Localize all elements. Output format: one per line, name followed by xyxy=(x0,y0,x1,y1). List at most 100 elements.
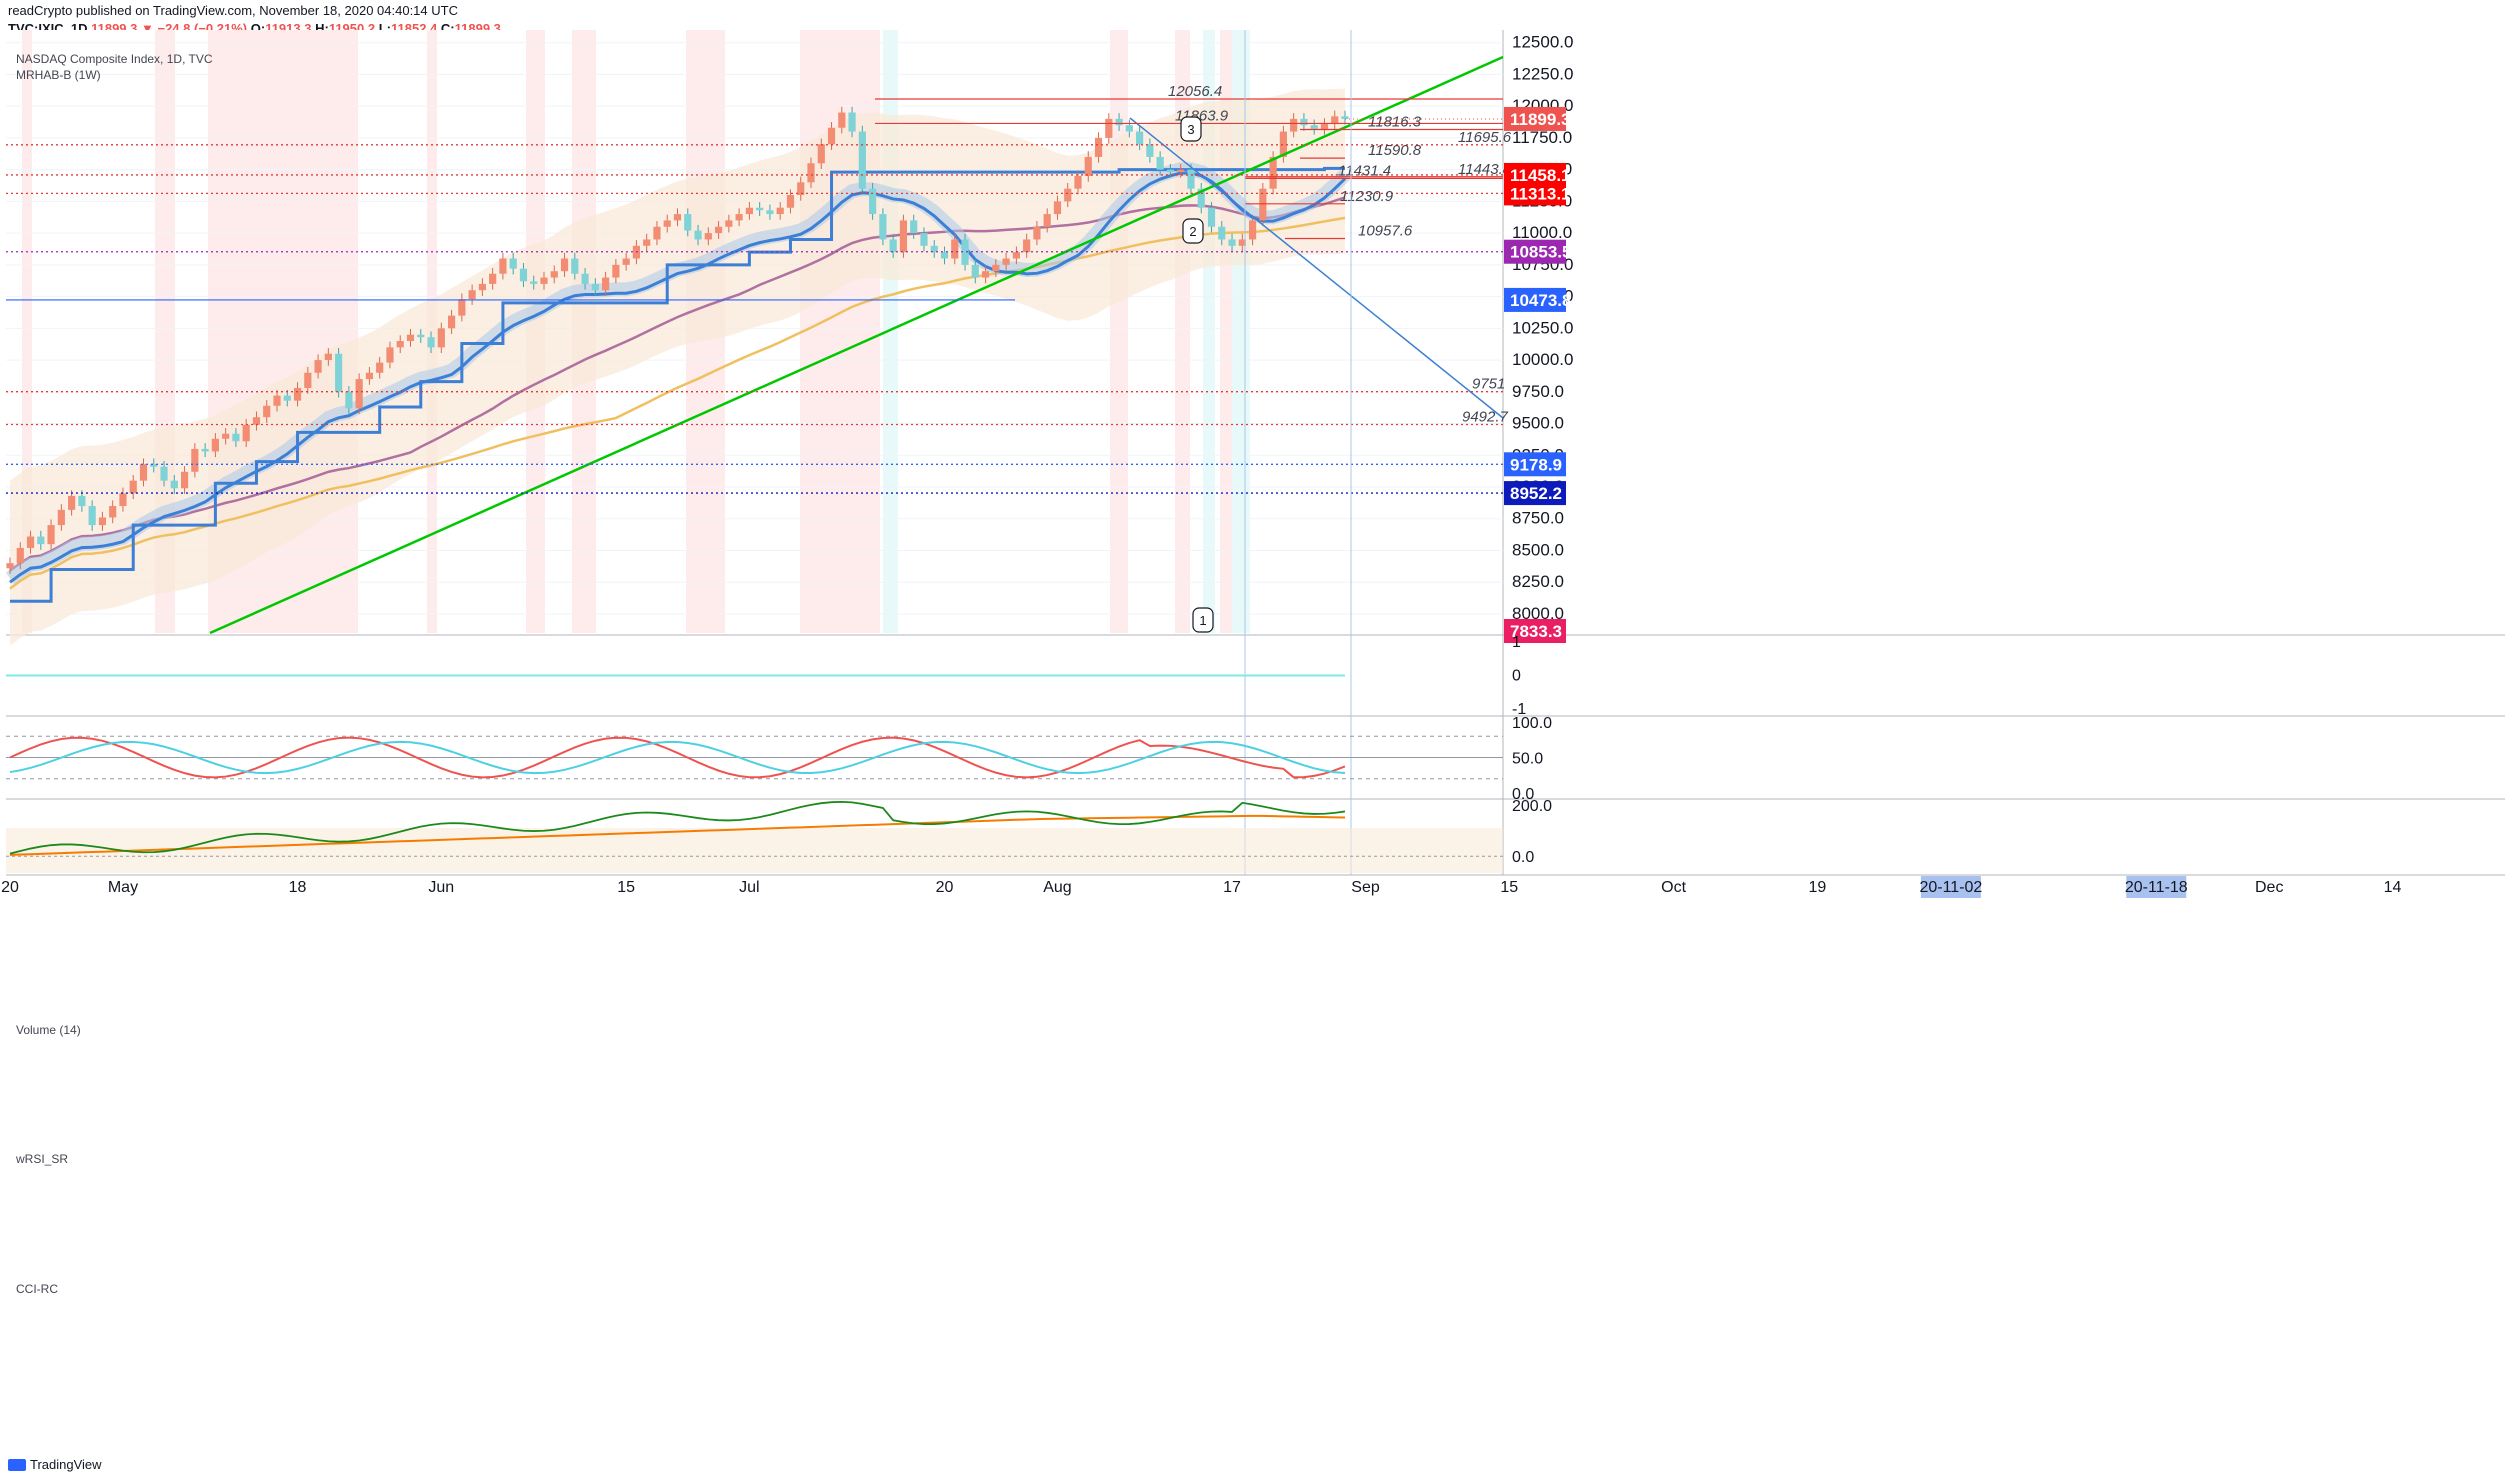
candle-body xyxy=(899,220,908,253)
candle-body xyxy=(1290,118,1298,132)
candle-body xyxy=(1228,239,1236,246)
candle-body xyxy=(376,362,384,373)
candle-body xyxy=(1105,118,1113,138)
time-axis-tick: Sep xyxy=(1351,879,1380,896)
slow-moving-average xyxy=(9,216,1346,590)
candle-body xyxy=(1023,239,1031,253)
candle-body xyxy=(971,264,979,278)
candle-body xyxy=(1238,239,1246,246)
publisher-text: readCrypto published on TradingView.com,… xyxy=(8,3,458,18)
candle-body xyxy=(16,547,24,564)
candle-body xyxy=(273,395,281,406)
candle-body xyxy=(222,433,230,439)
candle-body xyxy=(714,226,723,234)
cci-pane-title: CCI-RC xyxy=(16,1282,58,1296)
candle-body xyxy=(1084,156,1092,176)
wrsi-pane-title: wRSI_SR xyxy=(16,1152,69,1166)
uptrend-line xyxy=(209,55,1504,635)
candle-body xyxy=(776,207,784,215)
candle-body xyxy=(643,239,651,246)
candle-body xyxy=(335,353,343,392)
price-tag-label: 11458.1 xyxy=(1510,166,1571,185)
candle-body xyxy=(170,480,178,489)
time-axis-tick: 15 xyxy=(1500,879,1518,896)
candle-body xyxy=(396,341,404,348)
time-axis-tick: 18 xyxy=(289,879,307,896)
candle-body xyxy=(1279,131,1287,157)
candle-body xyxy=(468,290,476,300)
tradingview-logo[interactable]: TradingView xyxy=(8,1457,102,1472)
candle-body xyxy=(1125,125,1133,132)
price-level-label: 9492.7 xyxy=(1462,408,1509,425)
candle-body xyxy=(160,466,168,481)
candle-body xyxy=(211,438,219,452)
candle-body xyxy=(1156,156,1164,170)
candle-body xyxy=(78,495,86,507)
price-level-label: 9751 xyxy=(1472,376,1505,393)
price-level-label: 11590.8 xyxy=(1368,142,1422,159)
candle-body xyxy=(1002,258,1010,265)
main-pane-title: NASDAQ Composite Index, 1D, TVC xyxy=(16,52,213,66)
wave-marker-label: 2 xyxy=(1189,224,1196,239)
candle-body xyxy=(406,334,415,342)
price-tag xyxy=(1504,287,1566,312)
rsi-axis-tick: 100.0 xyxy=(1512,715,1552,732)
candle-body xyxy=(684,214,692,231)
price-level-label: 11443.8 xyxy=(1458,161,1512,178)
candle-body xyxy=(139,464,148,481)
candle-body xyxy=(1012,252,1020,259)
candle-body xyxy=(47,525,55,545)
time-axis-tick: May xyxy=(108,879,138,896)
candle-body xyxy=(910,220,918,234)
candle-body xyxy=(263,405,271,418)
rsi-axis-tick: 0.0 xyxy=(1512,786,1534,803)
candle-body xyxy=(571,258,579,274)
candle-body xyxy=(550,271,558,278)
candle-body xyxy=(242,424,250,442)
fast-average-band xyxy=(5,162,1350,585)
candle-body xyxy=(1197,188,1205,208)
wave-marker xyxy=(1182,218,1204,244)
candle-body xyxy=(355,379,363,409)
candle-body xyxy=(1146,144,1154,157)
candle-body xyxy=(252,417,261,425)
price-axis-tick: 12250.0 xyxy=(1512,64,1573,83)
medium-moving-average xyxy=(9,196,1346,572)
candle-body xyxy=(417,334,425,338)
price-axis-tick: 8250.0 xyxy=(1512,572,1564,591)
price-level-label: 11230.9 xyxy=(1340,188,1394,205)
candle-body xyxy=(560,258,569,272)
candle-body xyxy=(694,230,702,240)
publisher-line: readCrypto published on TradingView.com,… xyxy=(8,3,458,18)
cci-signal-line xyxy=(9,814,1346,856)
candle-body xyxy=(961,239,969,265)
price-tag-label: 8952.2 xyxy=(1510,484,1562,503)
price-tag-label: 7833.3 xyxy=(1510,622,1562,641)
time-axis-tick: 20-11-18 xyxy=(2125,879,2188,896)
candle-body xyxy=(981,271,990,278)
candle-body xyxy=(293,387,302,401)
candle-body xyxy=(57,509,65,526)
price-axis-tick: 9500.0 xyxy=(1512,414,1564,433)
candle-body xyxy=(869,188,877,215)
time-axis-tick: Jul xyxy=(739,879,759,896)
candle-body xyxy=(817,144,825,164)
time-axis-tick: Jun xyxy=(428,879,454,896)
brand-text: TradingView xyxy=(30,1457,102,1472)
downtrend-line xyxy=(1129,117,1504,419)
candle-body xyxy=(447,315,456,329)
time-axis-tick: 20 xyxy=(1,879,19,896)
price-axis-tick: 8000.0 xyxy=(1512,604,1564,623)
candle-body xyxy=(725,220,733,227)
candle-body xyxy=(150,464,158,467)
candle-body xyxy=(478,283,486,291)
volume-axis-tick: 0 xyxy=(1512,668,1521,685)
price-level-label: 11695.6 xyxy=(1458,129,1512,146)
candle-body xyxy=(1053,201,1062,215)
candle-body xyxy=(324,353,332,361)
candle-body xyxy=(1218,226,1226,240)
candle-body xyxy=(499,258,507,274)
time-axis-tick: 17 xyxy=(1223,879,1241,896)
candle-body xyxy=(879,214,887,240)
